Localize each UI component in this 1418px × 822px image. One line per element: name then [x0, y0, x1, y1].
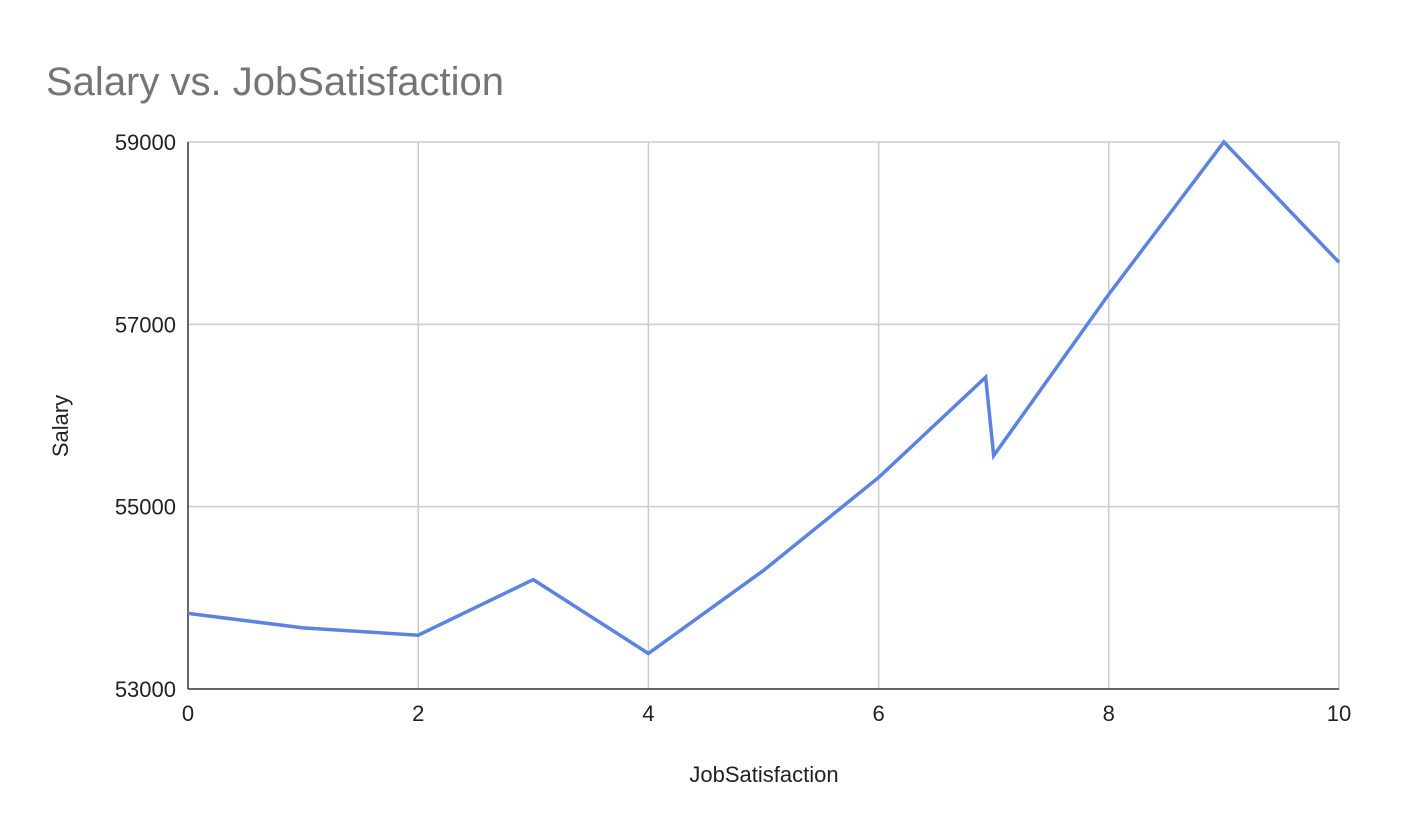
x-tick-label: 6 — [872, 701, 884, 726]
axes — [187, 142, 1339, 690]
data-point — [993, 455, 994, 456]
series-layer — [187, 139, 1341, 656]
data-point — [188, 613, 189, 614]
data-point — [418, 635, 419, 636]
chart-title: Salary vs. JobSatisfaction — [46, 60, 504, 104]
data-point — [1108, 294, 1109, 295]
data-point — [763, 570, 764, 571]
y-tick-label: 57000 — [115, 312, 176, 337]
data-point — [648, 653, 649, 654]
x-tick-label: 2 — [412, 701, 424, 726]
data-point — [985, 377, 986, 378]
data-point — [303, 627, 304, 628]
y-tick-label: 59000 — [115, 130, 176, 155]
tick-labels: 0 2 4 6 8 10 53000 55000 57000 59000 — [115, 130, 1351, 726]
y-axis-label: Salary — [48, 395, 73, 457]
data-point — [1339, 262, 1340, 263]
x-tick-label: 8 — [1103, 701, 1115, 726]
x-tick-label: 10 — [1327, 701, 1351, 726]
grid — [188, 141, 1340, 689]
y-tick-label: 55000 — [115, 495, 176, 520]
data-point — [1223, 142, 1224, 143]
x-tick-label: 4 — [642, 701, 654, 726]
x-axis-label: JobSatisfaction — [689, 762, 838, 787]
x-tick-label: 0 — [182, 701, 194, 726]
series-line — [187, 139, 1341, 656]
y-tick-label: 53000 — [115, 677, 176, 702]
data-point — [533, 579, 534, 580]
data-point — [878, 477, 879, 478]
